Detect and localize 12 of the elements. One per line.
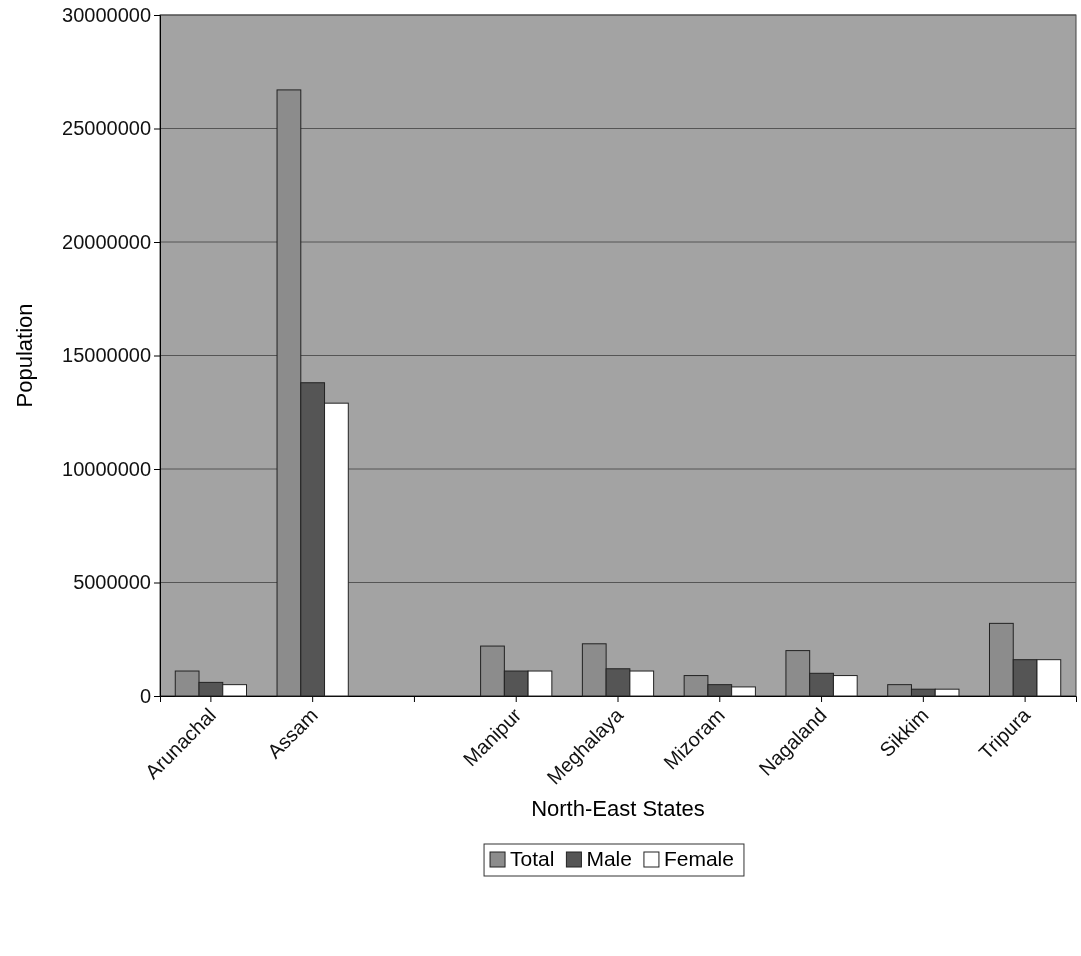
y-tick-label: 30000000 xyxy=(62,3,151,26)
y-tick-label: 20000000 xyxy=(62,230,151,253)
y-tick-label: 25000000 xyxy=(62,117,151,140)
y-tick-label: 0 xyxy=(139,684,151,707)
legend-label: Male xyxy=(586,847,632,870)
legend-label: Total xyxy=(510,847,555,870)
y-tick-label: 10000000 xyxy=(62,457,151,480)
y-tick-label: 5000000 xyxy=(73,571,151,594)
x-axis-title: North-East States xyxy=(531,796,705,821)
y-axis-title: Population xyxy=(12,303,37,408)
legend-label: Female xyxy=(663,847,734,870)
y-tick-label: 15000000 xyxy=(62,344,151,367)
